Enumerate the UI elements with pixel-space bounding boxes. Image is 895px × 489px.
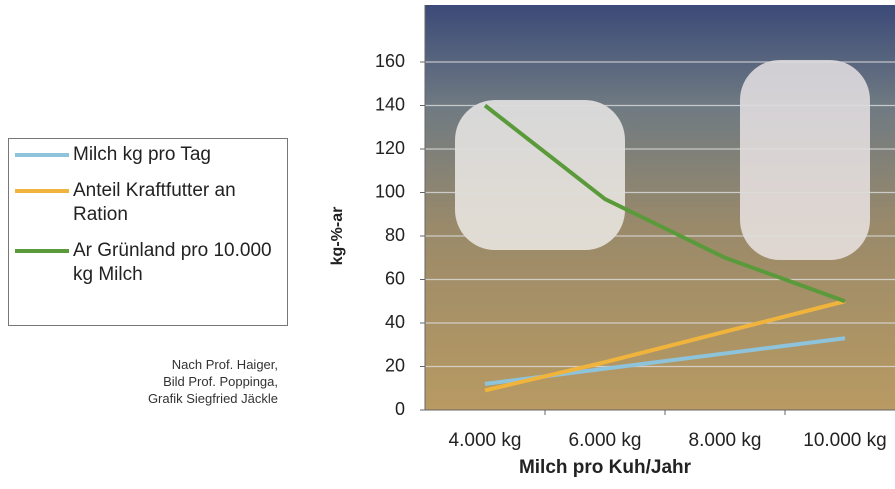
legend-item: Ar Grünland pro 10.000 kg Milch <box>9 239 287 287</box>
legend-label: Milch kg pro Tag <box>73 144 211 165</box>
note-line: Nach Prof. Haiger, <box>171 357 278 372</box>
legend-label: Anteil Kraftfutter an Ration <box>73 180 236 225</box>
y-tick-label: 140 <box>375 94 405 114</box>
note-line: Grafik Siegfried Jäckle <box>147 391 278 406</box>
series-line <box>483 103 846 304</box>
x-tick-label: 4.000 kg <box>449 430 522 451</box>
legend-swatch <box>15 249 69 253</box>
series-line <box>484 299 846 393</box>
y-tick-label: 80 <box>385 225 405 245</box>
legend-swatch <box>15 189 69 193</box>
x-axis-title: Milch pro Kuh/Jahr <box>519 457 692 478</box>
y-tick-label: 120 <box>375 138 405 158</box>
legend-label: Ar Grünland pro 10.000 kg Milch <box>73 240 272 285</box>
photo-cow <box>740 60 870 260</box>
y-tick-label: 0 <box>395 399 405 419</box>
legend: Milch kg pro Tag Anteil Kraftfutter an Ra… <box>8 138 288 326</box>
source-note: Nach Prof. Haiger, Bild Prof. Poppinga, Gr… <box>60 356 278 407</box>
photo-cow <box>455 100 625 250</box>
legend-item: Anteil Kraftfutter an Ration <box>9 179 287 227</box>
y-tick-label: 20 <box>385 355 405 375</box>
y-tick-label: 100 <box>375 181 405 201</box>
x-tick-label: 8.000 kg <box>689 430 762 451</box>
legend-item: Milch kg pro Tag <box>9 143 287 167</box>
y-tick-label: 60 <box>385 268 405 288</box>
x-tick-label: 6.000 kg <box>569 430 642 451</box>
y-axis-title: kg-%-ar <box>329 207 346 266</box>
x-tick-label: 10.000 kg <box>803 430 886 451</box>
y-tick-label: 160 <box>375 51 405 71</box>
note-line: Bild Prof. Poppinga, <box>163 374 278 389</box>
legend-swatch <box>15 153 69 157</box>
y-tick-label: 40 <box>385 312 405 332</box>
